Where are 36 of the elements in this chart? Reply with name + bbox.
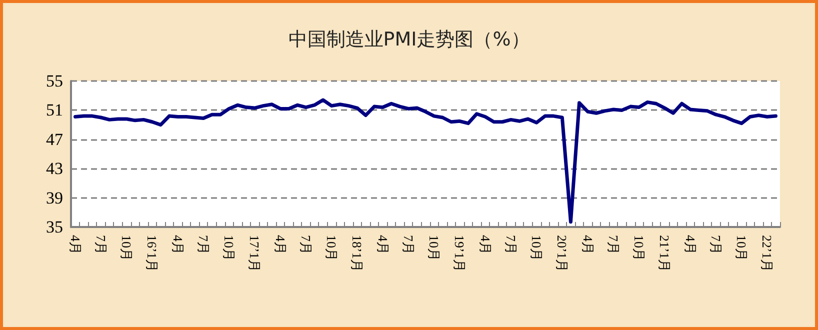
- x-tick-label: 10月: [529, 235, 544, 261]
- x-tick-label: 10月: [222, 235, 237, 261]
- x-tick-label: 10月: [119, 235, 134, 261]
- x-tick-label: 7月: [298, 235, 314, 254]
- x-tick-label: 7月: [708, 235, 724, 254]
- x-tick-label: 19’1月: [452, 235, 468, 272]
- x-tick-label: 10月: [632, 235, 647, 261]
- x-tick-label: 18’1月: [350, 235, 365, 272]
- y-tick-label: 39: [46, 188, 63, 208]
- x-tick-label: 20’1月: [554, 235, 570, 272]
- y-tick-label: 35: [46, 218, 63, 236]
- x-tick-label: 17’1月: [247, 235, 262, 272]
- chart-title: 中国制造业PMI走势图（%）: [288, 28, 530, 50]
- x-tick-label: 4月: [68, 235, 83, 254]
- x-tick-label: 10月: [426, 235, 442, 261]
- y-tick-label: 55: [46, 72, 63, 90]
- x-tick-label: 7月: [93, 235, 108, 254]
- x-tick-label: 4月: [682, 235, 698, 254]
- x-tick-label: 4月: [272, 235, 288, 254]
- line-series: [74, 98, 778, 224]
- x-tick-label: 10月: [734, 235, 750, 261]
- x-tick-label: 21’1月: [657, 235, 672, 272]
- x-tick-label: 7月: [196, 235, 211, 254]
- x-tick-label: 7月: [503, 235, 518, 254]
- y-tick-label: 51: [46, 100, 63, 120]
- x-tick-label: 22’1月: [760, 235, 775, 272]
- x-tick-label: 16’1月: [144, 235, 160, 272]
- x-tick-label: 10月: [324, 235, 340, 261]
- x-tick-label: 4月: [478, 235, 493, 254]
- x-tick-label: 4月: [375, 235, 390, 254]
- x-tick-label: 4月: [170, 235, 186, 254]
- x-tick-label: 4月: [580, 235, 596, 254]
- y-tick-label: 43: [46, 159, 63, 178]
- x-tick-label: 7月: [606, 235, 621, 254]
- y-tick-label: 47: [46, 130, 64, 149]
- x-tick-label: 7月: [400, 235, 416, 254]
